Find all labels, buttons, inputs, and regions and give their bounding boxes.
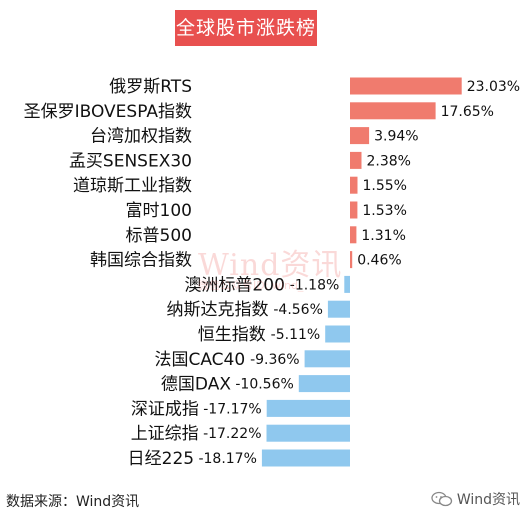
bar: [350, 77, 462, 95]
bar-value-label: -1.18%: [290, 277, 340, 293]
category-label: 德国DAX: [161, 375, 231, 395]
footer-brand: Wind资讯: [431, 489, 520, 509]
bar: [344, 275, 350, 293]
watermark-subtext: 微信公众号ID: wind_: [198, 279, 304, 292]
bar-value-label: -17.17%: [203, 401, 261, 417]
bar-value-label: 17.65%: [441, 104, 494, 120]
bar: [266, 424, 350, 442]
bar-value-label: 1.53%: [362, 203, 406, 219]
bar: [350, 251, 353, 269]
data-source-note: 数据来源：Wind资讯: [6, 494, 140, 510]
category-label: 道琼斯工业指数: [73, 176, 192, 196]
category-label: 深证成指: [131, 399, 199, 419]
chart-title: 全球股市涨跌榜: [175, 10, 317, 46]
bar-value-label: 0.46%: [357, 253, 401, 269]
bar: [261, 449, 350, 467]
category-label: 上证综指: [131, 424, 199, 444]
category-label: 韩国综合指数: [90, 251, 192, 271]
bar: [350, 176, 358, 194]
bar-value-label: -4.56%: [273, 302, 323, 318]
bar-value-label: -9.36%: [250, 352, 300, 368]
bar: [350, 201, 358, 219]
bar-value-label: 23.03%: [467, 79, 520, 95]
category-label: 日经225: [128, 449, 194, 469]
category-label: 标普500: [126, 226, 192, 246]
category-label: 法国CAC40: [154, 350, 245, 370]
footer-brand-label: Wind资讯: [456, 492, 520, 508]
bar-value-label: 2.38%: [367, 153, 411, 169]
bar: [266, 399, 350, 417]
bar-value-label: -10.56%: [235, 377, 293, 393]
category-label: 台湾加权指数: [90, 127, 192, 147]
bar-value-label: 1.55%: [363, 178, 407, 194]
bar: [327, 300, 350, 318]
bar: [298, 375, 350, 393]
bar: [304, 350, 350, 368]
bar: [325, 325, 350, 343]
watermark-text: Wind资讯: [198, 248, 343, 283]
bar: [350, 151, 362, 169]
category-label: 恒生指数: [198, 325, 266, 345]
category-label: 孟买SENSEX30: [69, 151, 192, 171]
bar: [350, 226, 357, 244]
category-label: 俄罗斯RTS: [109, 77, 192, 97]
bar-value-label: 3.94%: [374, 129, 418, 145]
category-label: 圣保罗IBOVESPA指数: [24, 102, 192, 122]
bar-value-label: -17.22%: [203, 426, 261, 442]
bar: [350, 127, 370, 145]
bar-value-label: 1.31%: [361, 228, 405, 244]
category-label: 澳洲标普200: [184, 275, 284, 295]
bar-value-label: -18.17%: [198, 451, 256, 467]
bar: [350, 102, 436, 120]
wechat-icon: [431, 491, 453, 507]
bar-value-label: -5.11%: [271, 327, 321, 343]
category-label: 纳斯达克指数: [167, 300, 269, 320]
category-label: 富时100: [126, 201, 192, 221]
